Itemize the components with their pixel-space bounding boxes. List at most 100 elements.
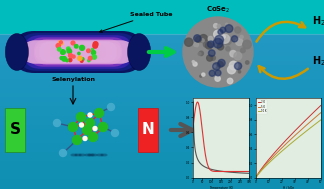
Circle shape <box>185 38 193 46</box>
Circle shape <box>211 56 215 60</box>
Bar <box>0 124 324 125</box>
Circle shape <box>91 48 94 51</box>
Bar <box>0 87 324 88</box>
Circle shape <box>227 78 233 84</box>
Circle shape <box>88 57 92 60</box>
Circle shape <box>90 57 93 59</box>
Bar <box>0 105 324 106</box>
Bar <box>0 55 324 56</box>
Ellipse shape <box>97 154 103 156</box>
Bar <box>0 146 324 147</box>
Bar <box>0 147 324 148</box>
Circle shape <box>199 51 203 56</box>
Circle shape <box>72 55 75 58</box>
Bar <box>0 159 324 160</box>
Text: N: N <box>142 122 154 138</box>
Bar <box>0 153 324 154</box>
Bar <box>0 158 324 159</box>
Bar <box>0 46 324 47</box>
Circle shape <box>71 41 75 45</box>
Circle shape <box>236 38 243 46</box>
Bar <box>0 143 324 144</box>
Bar <box>0 94 324 95</box>
Bar <box>0 66 324 67</box>
Circle shape <box>67 49 71 53</box>
Bar <box>0 129 324 130</box>
Circle shape <box>208 36 213 41</box>
Bar <box>0 36 324 37</box>
Bar <box>0 80 324 81</box>
Circle shape <box>56 44 60 48</box>
Bar <box>0 182 324 183</box>
X-axis label: H / kOe: H / kOe <box>283 186 294 189</box>
Circle shape <box>214 24 218 28</box>
2 K <box>254 177 258 179</box>
Bar <box>0 92 324 93</box>
Circle shape <box>226 23 228 25</box>
Bar <box>0 156 324 157</box>
Bar <box>0 188 324 189</box>
Bar <box>0 39 324 40</box>
Circle shape <box>231 51 237 57</box>
Circle shape <box>246 61 249 64</box>
Circle shape <box>195 36 201 42</box>
Bar <box>0 136 324 137</box>
Ellipse shape <box>85 154 91 156</box>
FancyBboxPatch shape <box>13 31 143 73</box>
Circle shape <box>93 43 98 48</box>
Circle shape <box>214 65 216 67</box>
Bar <box>0 128 324 129</box>
5 K <box>309 120 313 123</box>
Circle shape <box>80 60 83 62</box>
2 K <box>313 110 317 112</box>
FancyBboxPatch shape <box>49 44 107 60</box>
Bar <box>0 148 324 149</box>
Circle shape <box>222 35 225 38</box>
Bar <box>0 70 324 71</box>
Circle shape <box>212 73 216 77</box>
Circle shape <box>243 40 251 49</box>
Circle shape <box>223 36 232 45</box>
Circle shape <box>215 76 220 81</box>
Bar <box>0 42 324 43</box>
FancyBboxPatch shape <box>35 43 121 61</box>
Bar <box>0 37 324 38</box>
Bar <box>0 48 324 49</box>
Bar <box>0 52 324 53</box>
Bar <box>0 154 324 155</box>
Circle shape <box>218 29 223 34</box>
Bar <box>0 74 324 75</box>
Circle shape <box>68 53 72 57</box>
Bar <box>0 171 324 172</box>
Bar <box>0 164 324 165</box>
Circle shape <box>88 113 92 117</box>
Circle shape <box>215 35 224 44</box>
Bar <box>0 91 324 92</box>
Circle shape <box>227 66 236 74</box>
FancyBboxPatch shape <box>0 34 324 189</box>
FancyBboxPatch shape <box>44 43 112 61</box>
Circle shape <box>93 42 98 46</box>
Bar <box>0 142 324 143</box>
Bar <box>0 110 324 111</box>
Bar <box>0 103 324 104</box>
Bar <box>0 99 324 100</box>
Circle shape <box>75 45 78 48</box>
10 K <box>309 127 313 129</box>
Bar <box>0 109 324 110</box>
Circle shape <box>78 56 82 60</box>
Circle shape <box>183 17 253 87</box>
Bar <box>0 78 324 79</box>
Text: Selenylation: Selenylation <box>51 77 95 82</box>
Bar <box>0 73 324 74</box>
X-axis label: Temperature (K): Temperature (K) <box>209 186 233 189</box>
Bar <box>0 175 324 176</box>
Circle shape <box>208 50 215 56</box>
Bar <box>0 43 324 44</box>
Bar <box>0 112 324 113</box>
Bar <box>0 77 324 78</box>
Bar <box>0 106 324 107</box>
Line: 2 K: 2 K <box>256 105 321 178</box>
Circle shape <box>66 59 68 62</box>
Ellipse shape <box>88 154 94 156</box>
